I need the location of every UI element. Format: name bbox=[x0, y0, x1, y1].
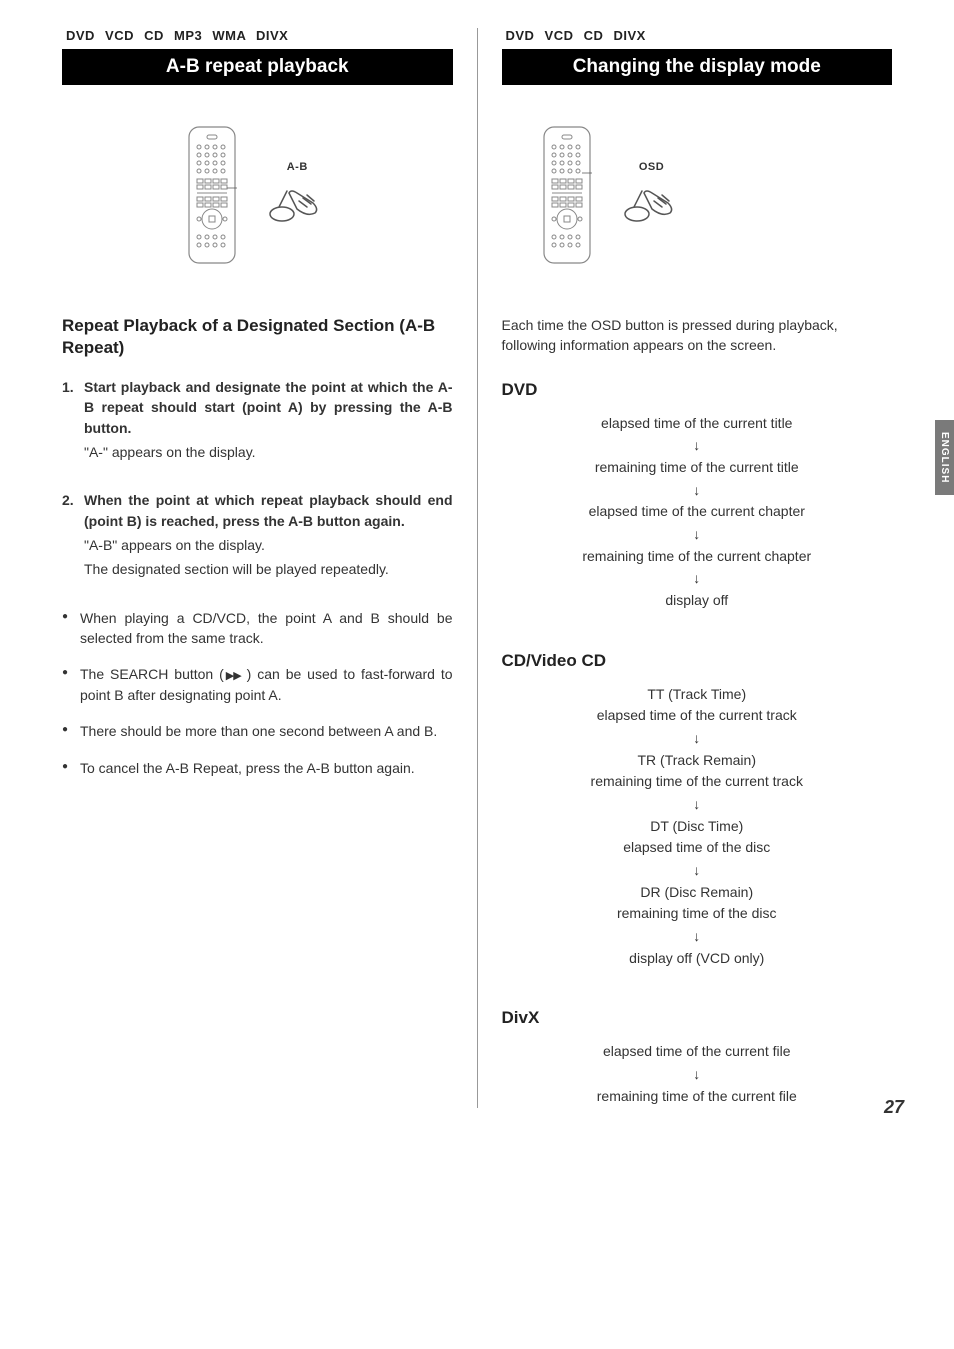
flow-item: display off (VCD only) bbox=[502, 949, 893, 969]
down-arrow-icon: ↓ bbox=[502, 526, 893, 543]
right-column: DVD VCD CD DIVX Changing the display mod… bbox=[478, 28, 905, 1108]
down-arrow-icon: ↓ bbox=[502, 570, 893, 587]
step-body: "A-B" appears on the display. bbox=[84, 535, 453, 555]
button-label: A-B bbox=[287, 161, 308, 173]
flow-item: DT (Disc Time) bbox=[502, 817, 893, 837]
step-number: 1. bbox=[62, 377, 74, 397]
section-title: Changing the display mode bbox=[502, 49, 893, 85]
flow-item: elapsed time of the current title bbox=[502, 414, 893, 434]
remote-icon bbox=[187, 125, 237, 265]
flow-item: TR (Track Remain) bbox=[502, 751, 893, 771]
flow-sub: elapsed time of the current track bbox=[502, 706, 893, 726]
note-item: When playing a CD/VCD, the point A and B… bbox=[62, 608, 453, 649]
down-arrow-icon: ↓ bbox=[502, 862, 893, 879]
flow-item: elapsed time of the current chapter bbox=[502, 502, 893, 522]
down-arrow-icon: ↓ bbox=[502, 482, 893, 499]
note-item: There should be more than one second bet… bbox=[62, 721, 453, 741]
language-tab: ENGLISH bbox=[935, 420, 954, 495]
remote-illustration: A-B bbox=[62, 115, 453, 275]
section-title: A-B repeat playback bbox=[62, 49, 453, 85]
flow-item: remaining time of the current file bbox=[502, 1087, 893, 1107]
flow-item: remaining time of the current chapter bbox=[502, 547, 893, 567]
down-arrow-icon: ↓ bbox=[502, 796, 893, 813]
left-column: DVD VCD CD MP3 WMA DIVX A-B repeat playb… bbox=[50, 28, 478, 1108]
hand-press-icon bbox=[622, 179, 682, 229]
step-2: 2. When the point at which repeat playba… bbox=[62, 490, 453, 579]
mode-heading-cdvcd: CD/Video CD bbox=[502, 651, 893, 671]
down-arrow-icon: ↓ bbox=[502, 928, 893, 945]
intro-text: Each time the OSD button is pressed duri… bbox=[502, 315, 893, 356]
flow-item: elapsed time of the current file bbox=[502, 1042, 893, 1062]
flow-sub: remaining time of the disc bbox=[502, 904, 893, 924]
subheading: Repeat Playback of a Designated Section … bbox=[62, 315, 453, 359]
cdvcd-flow: TT (Track Time) elapsed time of the curr… bbox=[502, 685, 893, 969]
button-label: OSD bbox=[639, 161, 664, 173]
step-number: 2. bbox=[62, 490, 74, 510]
notes-list: When playing a CD/VCD, the point A and B… bbox=[62, 608, 453, 778]
step-body: The designated section will be played re… bbox=[84, 559, 453, 579]
remote-illustration: OSD bbox=[502, 115, 893, 275]
page-number: 27 bbox=[884, 1097, 904, 1118]
format-list: DVD VCD CD MP3 WMA DIVX bbox=[62, 28, 453, 43]
step-1: 1. Start playback and designate the poin… bbox=[62, 377, 453, 462]
down-arrow-icon: ↓ bbox=[502, 730, 893, 747]
step-body: "A-" appears on the display. bbox=[84, 442, 453, 462]
fast-forward-icon: ▶▶ bbox=[224, 670, 241, 682]
format-list: DVD VCD CD DIVX bbox=[502, 28, 893, 43]
mode-heading-divx: DivX bbox=[502, 1008, 893, 1028]
flow-item: remaining time of the current title bbox=[502, 458, 893, 478]
step-title: Start playback and designate the point a… bbox=[84, 377, 453, 438]
flow-item: DR (Disc Remain) bbox=[502, 883, 893, 903]
flow-sub: elapsed time of the disc bbox=[502, 838, 893, 858]
dvd-flow: elapsed time of the current title ↓ rema… bbox=[502, 414, 893, 611]
flow-item: display off bbox=[502, 591, 893, 611]
flow-sub: remaining time of the current track bbox=[502, 772, 893, 792]
down-arrow-icon: ↓ bbox=[502, 437, 893, 454]
mode-heading-dvd: DVD bbox=[502, 380, 893, 400]
remote-icon bbox=[542, 125, 592, 265]
note-item: The SEARCH button (▶▶ ) can be used to f… bbox=[62, 664, 453, 705]
note-item: To cancel the A-B Repeat, press the A-B … bbox=[62, 758, 453, 778]
flow-item: TT (Track Time) bbox=[502, 685, 893, 705]
down-arrow-icon: ↓ bbox=[502, 1066, 893, 1083]
step-title: When the point at which repeat playback … bbox=[84, 490, 453, 531]
hand-press-icon bbox=[267, 179, 327, 229]
divx-flow: elapsed time of the current file ↓ remai… bbox=[502, 1042, 893, 1106]
